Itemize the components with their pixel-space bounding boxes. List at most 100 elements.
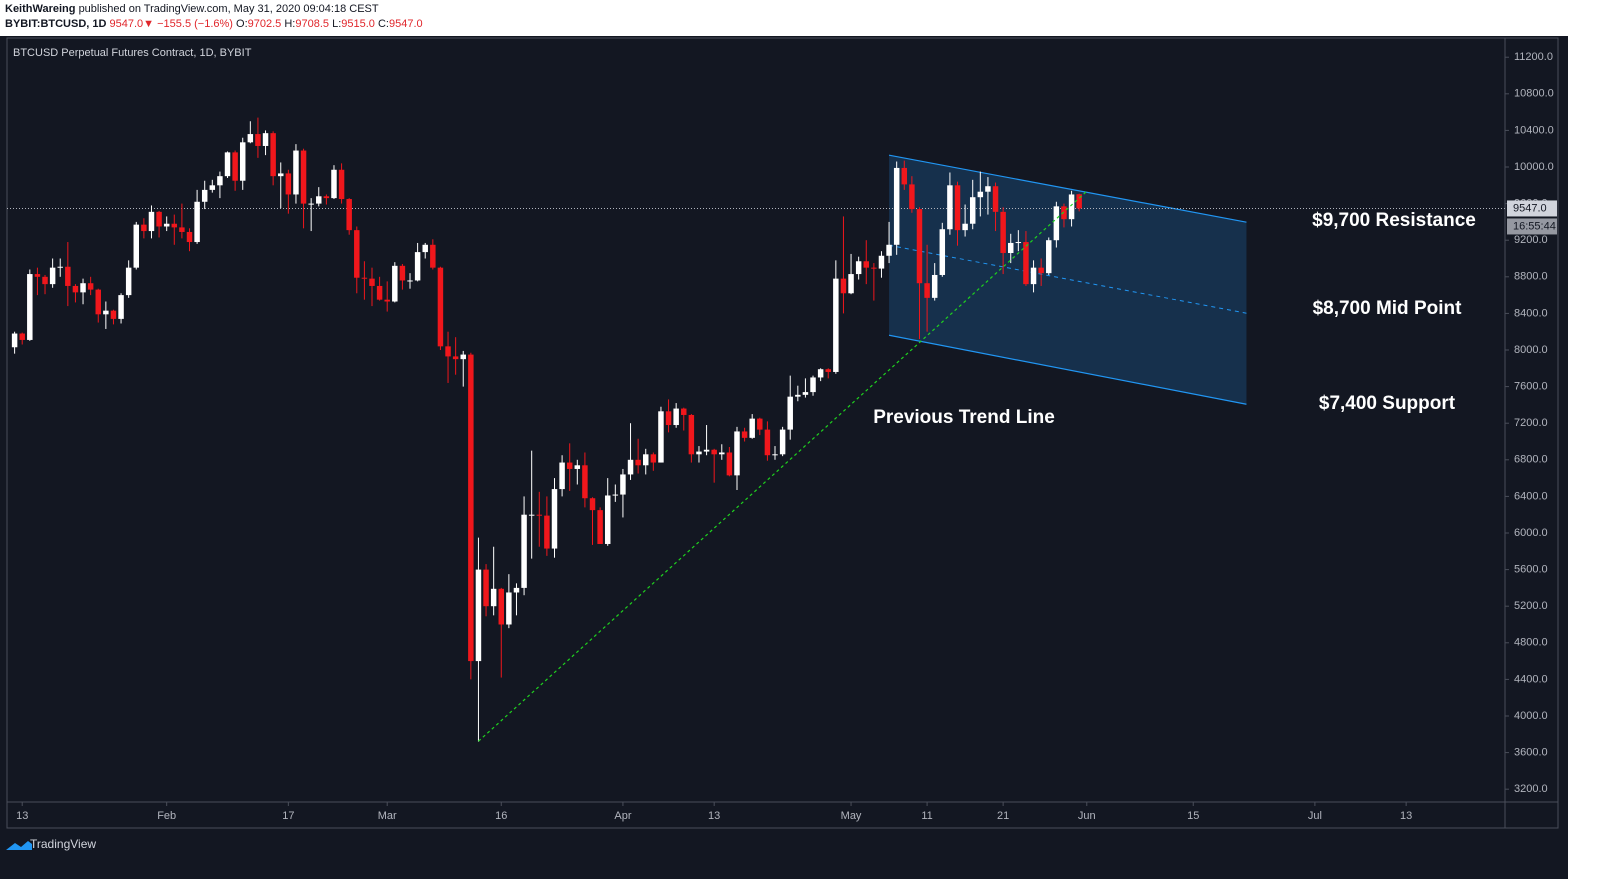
candles xyxy=(11,117,1082,742)
candle-body xyxy=(285,173,292,195)
candle-body xyxy=(369,278,375,286)
candle-body xyxy=(855,261,862,275)
y-tick-label: 8400.0 xyxy=(1514,307,1548,319)
candle-body xyxy=(179,227,185,232)
change: ▼ −155.5 (−1.6%) xyxy=(143,18,233,30)
candle-body xyxy=(1030,267,1037,285)
candle-body xyxy=(490,588,497,607)
header-line: KeithWareing published on TradingView.co… xyxy=(5,2,423,17)
candle-body xyxy=(802,392,809,395)
candle-body xyxy=(787,396,793,430)
candle-body xyxy=(833,278,839,372)
x-tick-label: 15 xyxy=(1187,810,1199,822)
candle-body xyxy=(992,186,999,212)
candle-body xyxy=(779,429,786,455)
candle-body xyxy=(825,369,831,372)
candle-body xyxy=(57,266,63,268)
channel-lower xyxy=(888,334,1247,405)
x-tick-label: Jul xyxy=(1308,810,1322,822)
candle-body xyxy=(703,449,710,452)
ohlc-label: C: xyxy=(377,18,389,30)
candle-body xyxy=(1061,206,1067,220)
candle-body xyxy=(392,265,398,302)
candle-body xyxy=(65,266,71,286)
candle-body xyxy=(186,231,193,243)
candle-body xyxy=(42,276,48,285)
candle-body xyxy=(574,465,581,469)
x-tick-label: 11 xyxy=(921,810,932,822)
candle-body xyxy=(1038,267,1044,274)
candle-body xyxy=(582,465,588,499)
y-tick-label: 6400.0 xyxy=(1514,490,1548,502)
y-tick-label: 10800.0 xyxy=(1514,88,1554,100)
candle-body xyxy=(749,418,755,438)
candle-body xyxy=(247,134,254,143)
annotation: $7,400 Support xyxy=(1319,393,1456,414)
candle-body xyxy=(521,514,527,588)
annotation: $9,700 Resistance xyxy=(1312,210,1476,231)
candle-body xyxy=(1015,242,1022,244)
candle-body xyxy=(80,283,86,293)
candle-body xyxy=(810,377,816,393)
candle-body xyxy=(232,152,238,181)
candle-body xyxy=(422,244,428,253)
y-tick-label: 3200.0 xyxy=(1514,783,1548,795)
candle-body xyxy=(452,356,459,360)
y-tick-label: 4400.0 xyxy=(1514,673,1548,685)
candle-body xyxy=(734,431,740,476)
candle-body xyxy=(125,267,132,296)
y-tick-label: 6000.0 xyxy=(1514,527,1548,539)
candle-body xyxy=(741,431,748,438)
candle-body xyxy=(840,278,847,294)
ohlc-value: 9547.0 xyxy=(388,18,423,30)
candle-body xyxy=(681,408,687,415)
y-tick-label: 8800.0 xyxy=(1514,271,1548,283)
x-tick-label: 13 xyxy=(16,810,28,822)
candle-body xyxy=(87,283,94,290)
candle-body xyxy=(171,223,178,228)
candle-body xyxy=(27,274,33,340)
ohlc-label: H: xyxy=(284,18,296,30)
candle-body xyxy=(384,299,390,302)
candle-body xyxy=(627,459,634,475)
candle-body xyxy=(399,265,406,281)
candle-body xyxy=(293,150,299,195)
candle-body xyxy=(597,510,603,544)
candle-body xyxy=(658,411,664,463)
candle-body xyxy=(620,474,626,495)
candle-body xyxy=(1068,194,1075,220)
candle-body xyxy=(262,133,269,146)
x-tick-label: 17 xyxy=(282,810,294,822)
brand: TradingView xyxy=(30,837,96,851)
candle-body xyxy=(255,134,261,146)
candle-body xyxy=(886,244,892,256)
candle-body xyxy=(909,184,915,210)
last-price: 9547.0 xyxy=(109,18,144,30)
y-tick-label: 6800.0 xyxy=(1514,454,1548,466)
candle-body xyxy=(954,185,961,231)
candle-body xyxy=(323,196,330,199)
annotation: Previous Trend Line xyxy=(873,407,1055,428)
candle-body xyxy=(498,588,505,625)
candle-body xyxy=(924,283,930,298)
y-tick-label: 10400.0 xyxy=(1514,124,1554,136)
channel-area xyxy=(889,155,1247,405)
candle-body xyxy=(643,454,649,466)
candle-body xyxy=(795,394,801,397)
x-tick-label: Mar xyxy=(378,810,397,822)
candle-body xyxy=(430,244,436,268)
candle-body xyxy=(863,261,869,268)
candle-body xyxy=(931,274,938,298)
candle-body xyxy=(878,255,885,269)
countdown-label: 16:55:44 xyxy=(1513,220,1556,232)
candle-body xyxy=(612,494,619,496)
ohlc-value: 9515.0 xyxy=(341,18,375,30)
candle-body xyxy=(445,346,451,357)
candle-body xyxy=(11,333,18,348)
candle-body xyxy=(346,199,352,231)
candle-body xyxy=(1007,242,1014,254)
ohlc-value: 9702.5 xyxy=(247,18,282,30)
candle-body xyxy=(969,197,976,224)
price-tag xyxy=(1507,200,1557,217)
candle-body xyxy=(977,191,984,198)
